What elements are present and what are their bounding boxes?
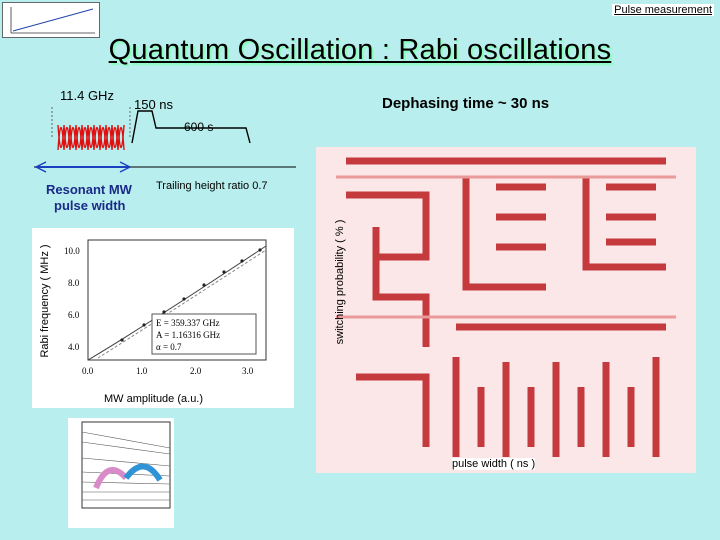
x-tick: 0.0 <box>82 366 94 376</box>
freq-label: 11.4 GHz <box>60 88 114 103</box>
fit-param-3: α = 0.7 <box>156 342 182 352</box>
pulse-measurement-link[interactable]: Pulse measurement <box>612 4 714 16</box>
thumbnail-image[interactable] <box>2 2 100 38</box>
y-tick: 4.0 <box>68 342 80 352</box>
duration-label: 150 ns <box>134 97 174 112</box>
switching-probability-plot <box>316 147 696 473</box>
x-tick: 3.0 <box>242 366 254 376</box>
rabi-frequency-plot: E = 359.337 GHz A = 1.16316 GHz α = 0.7 … <box>32 228 294 408</box>
x-tick: 2.0 <box>190 366 202 376</box>
resonant-label: Resonant MW <box>46 182 132 197</box>
pulse-width-label: pulse width <box>54 198 126 213</box>
fit-param-2: A = 1.16316 GHz <box>156 330 220 340</box>
rabi-y-axis-label: Rabi frequency ( MHz ) <box>39 244 51 358</box>
y-tick: 10.0 <box>64 246 80 256</box>
mw-amplitude-label: MW amplitude (a.u.) <box>104 393 204 405</box>
x-tick: 1.0 <box>136 366 148 376</box>
pulse-width-x-axis-label: pulse width ( ns ) <box>452 458 536 470</box>
fit-param-1: E = 359.337 GHz <box>156 318 220 328</box>
trailing-ratio-label: Trailing height ratio 0.7 <box>156 180 268 192</box>
dephasing-label: Dephasing time ~ 30 ns <box>382 95 550 112</box>
dc-pulse <box>131 110 251 144</box>
y-tick: 8.0 <box>68 278 80 288</box>
page-title: Quantum Oscillation : Rabi oscillations <box>108 34 612 66</box>
mw-burst <box>57 124 125 151</box>
energy-level-plot <box>68 418 174 528</box>
trailing-duration-label: 600 s <box>184 120 214 134</box>
pulse-width-arrow <box>35 161 131 173</box>
y-tick: 6.0 <box>68 310 80 320</box>
pulse-sequence-diagram <box>34 107 296 173</box>
switching-probability-y-axis-label: switching probability ( % ) <box>334 219 346 345</box>
